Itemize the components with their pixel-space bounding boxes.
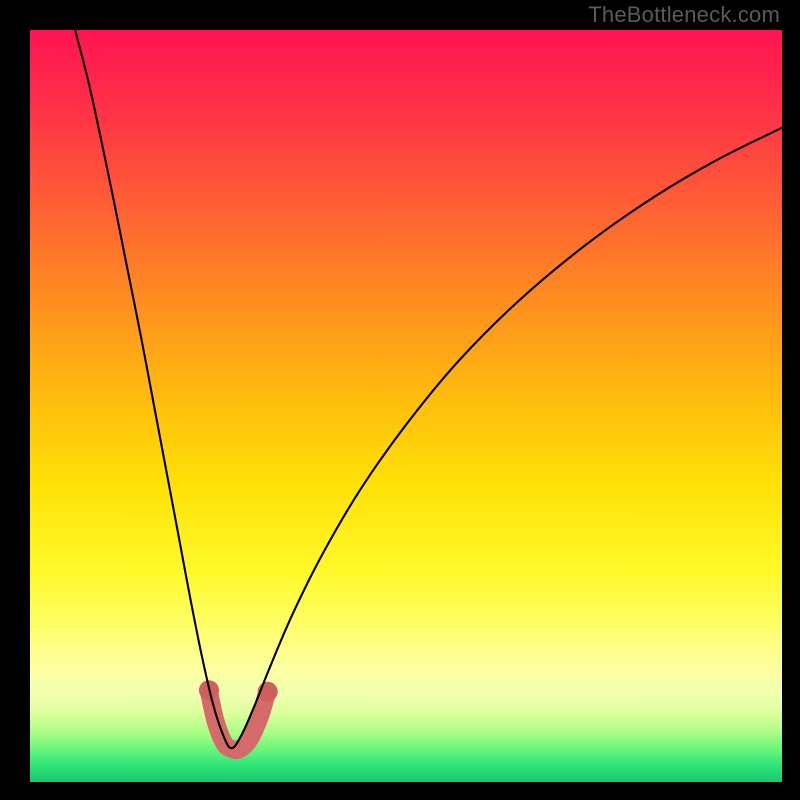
watermark-text: TheBottleneck.com	[588, 2, 780, 28]
gradient-background	[30, 30, 782, 782]
plot-svg	[30, 30, 782, 782]
plot-area	[30, 30, 782, 782]
